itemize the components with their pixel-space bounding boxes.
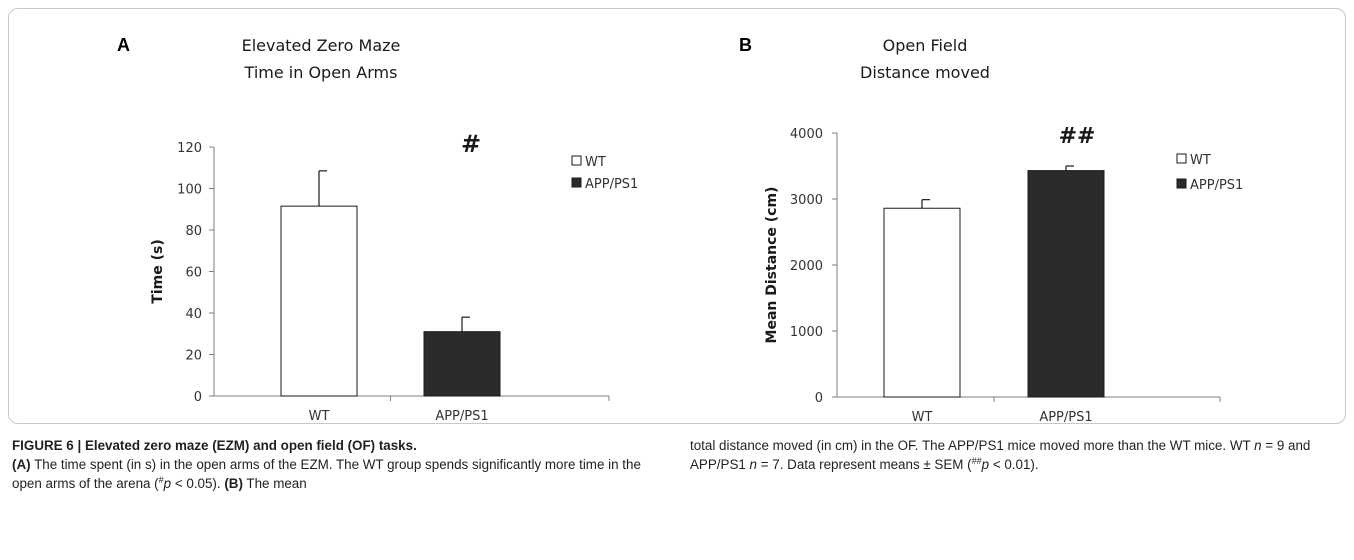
chart-a-y-tick-label: 20: [185, 349, 202, 364]
chart-b-legend-swatch: [1176, 153, 1187, 164]
chart-b-legend-swatch: [1176, 178, 1187, 189]
chart-a-y-tick-label: 100: [177, 183, 202, 198]
chart-b-legend-label: APP/PS1: [1190, 178, 1243, 193]
chart-b-bar-app-ps1: [1027, 170, 1105, 398]
caption-n1-val: = 9 and APP/PS1: [690, 438, 1311, 472]
chart-a-y-tick-label: 0: [194, 390, 202, 405]
chart-b-title-line: Distance moved: [860, 63, 990, 82]
caption-a-text: The time spent (in s) in the open arms o…: [12, 457, 641, 491]
caption-left: FIGURE 6 | Elevated zero maze (EZM) and …: [12, 436, 667, 493]
chart-a-y-tick-label: 60: [185, 266, 202, 281]
chart-a-legend-label: WT: [585, 155, 606, 170]
panel-label-a: A: [117, 35, 130, 55]
chart-a-y-tick-label: 80: [185, 224, 202, 239]
caption-b-label: (B): [224, 476, 243, 491]
caption-b-sig-p: p: [981, 457, 990, 472]
chart-b-x-tick-label: APP/PS1: [1039, 410, 1092, 425]
caption-b-sig-val: < 0.01).: [989, 457, 1039, 472]
chart-b-y-tick-label: 1000: [790, 325, 823, 340]
caption-n1-letter: n: [1254, 438, 1262, 453]
chart-b-y-tick-label: 0: [815, 391, 823, 406]
caption-n2-val: = 7. Data represent means ± SEM (: [757, 457, 972, 472]
chart-b-y-tick-label: 3000: [790, 193, 823, 208]
caption-a-sig-sup: #: [158, 475, 164, 485]
panel-label-b: B: [739, 35, 752, 55]
chart-b-significance-mark: ##: [1059, 124, 1096, 149]
chart-a: Elevated Zero Maze Time in Open Arms 0 20 40…: [150, 36, 638, 446]
caption-a-sig-val: < 0.05).: [171, 476, 225, 491]
chart-a-x-tick-label: WT: [309, 409, 330, 424]
chart-a-y-tick-label: 40: [185, 307, 202, 322]
caption-right: total distance moved (in cm) in the OF. …: [690, 436, 1340, 474]
caption-b-text-1: The mean: [242, 476, 307, 491]
caption-b-sig-sup: ##: [971, 456, 982, 466]
chart-a-title-line: Time in Open Arms: [244, 63, 398, 82]
chart-a-legend-swatch: [571, 177, 582, 188]
chart-b-y-tick-label: 2000: [790, 259, 823, 274]
chart-a-y-tick-label: 120: [177, 141, 202, 156]
chart-b-title-line: Open Field: [883, 36, 968, 55]
chart-a-x-tick-label: APP/PS1: [435, 409, 488, 424]
chart-b-y-tick-label: 4000: [790, 127, 823, 142]
chart-a-title-line: Elevated Zero Maze: [242, 36, 401, 55]
chart-b-x-tick-label: WT: [912, 410, 933, 425]
chart-b-legend-label: WT: [1190, 153, 1211, 168]
chart-a-legend-swatch: [571, 155, 582, 166]
caption-a-sig-p: p: [163, 476, 172, 491]
caption-b-text-2: total distance moved (in cm) in the OF. …: [690, 438, 1255, 453]
caption-a-label: (A): [12, 457, 31, 472]
panel-a: A Elevated Zero Maze Time in Open Arms 0 20…: [9, 9, 686, 449]
chart-a-significance-mark: #: [461, 130, 481, 158]
chart-a-legend-label: APP/PS1: [585, 177, 638, 192]
chart-b-y-axis-label: Mean Distance (cm): [764, 187, 780, 344]
caption-n2-letter: n: [749, 457, 757, 472]
chart-a-bar-app-ps1: [423, 331, 501, 397]
panel-b: B Open Field Distance moved 0 1000 2000 3000 4…: [686, 9, 1354, 449]
chart-b-bar-wt: [883, 207, 961, 398]
figure-frame: A Elevated Zero Maze Time in Open Arms 0 20…: [8, 8, 1346, 446]
chart-a-y-axis-label: Time (s): [150, 239, 166, 303]
caption-heading: FIGURE 6 | Elevated zero maze (EZM) and …: [12, 438, 417, 453]
chart-a-bar-wt: [280, 205, 358, 397]
chart-b: Open Field Distance moved 0 1000 2000 3000 400…: [764, 36, 1243, 446]
